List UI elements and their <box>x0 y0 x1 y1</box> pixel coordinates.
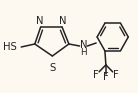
Text: F: F <box>93 70 99 80</box>
Text: N: N <box>59 16 67 26</box>
Text: N: N <box>80 40 87 50</box>
Text: S: S <box>49 63 55 73</box>
Text: N: N <box>36 16 43 26</box>
Text: F: F <box>113 70 119 80</box>
Text: HS: HS <box>3 42 16 52</box>
Text: H: H <box>80 48 87 57</box>
Text: F: F <box>103 72 109 82</box>
